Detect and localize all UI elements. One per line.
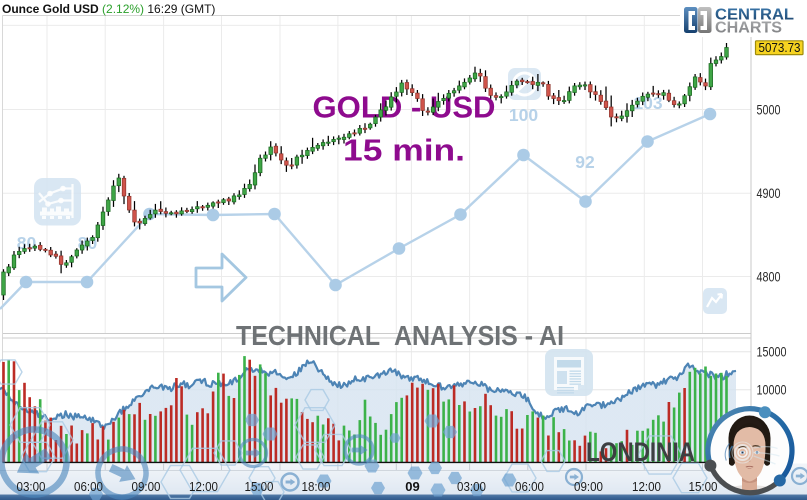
svg-text:09: 09 [405,479,419,494]
svg-text:15:00: 15:00 [689,479,718,494]
svg-text:CHARTS: CHARTS [715,20,782,37]
svg-text:5000: 5000 [757,102,781,117]
svg-text:10000: 10000 [757,383,787,398]
svg-text:15 min.: 15 min. [343,133,465,168]
svg-text:CENTRAL: CENTRAL [715,7,794,24]
svg-text:03:00: 03:00 [457,479,486,494]
svg-text:4800: 4800 [757,269,781,284]
svg-text:12:00: 12:00 [189,479,218,494]
svg-text:Ounce Gold USD (2.12%) 16:29 (: Ounce Gold USD (2.12%) 16:29 (GMT) [2,2,215,16]
svg-text:06:00: 06:00 [515,479,544,494]
svg-text:15:00: 15:00 [245,479,274,494]
svg-text:GOLD - USD: GOLD - USD [313,90,496,125]
svg-text:4900: 4900 [757,186,781,201]
svg-text:06:00: 06:00 [74,479,103,494]
svg-text:LONDINIA: LONDINIA [586,437,695,467]
svg-text:18:00: 18:00 [302,479,331,494]
svg-text:09:00: 09:00 [574,479,603,494]
svg-text:03:00: 03:00 [17,479,46,494]
svg-text:TECHNICAL ANALYSIS - AI: TECHNICAL ANALYSIS - AI [236,320,564,351]
svg-text:5073.73: 5073.73 [759,41,801,55]
svg-text:92: 92 [575,152,595,172]
svg-text:100: 100 [509,105,538,125]
svg-text:12:00: 12:00 [632,479,661,494]
svg-text:15000: 15000 [757,345,787,360]
svg-text:09:00: 09:00 [132,479,161,494]
